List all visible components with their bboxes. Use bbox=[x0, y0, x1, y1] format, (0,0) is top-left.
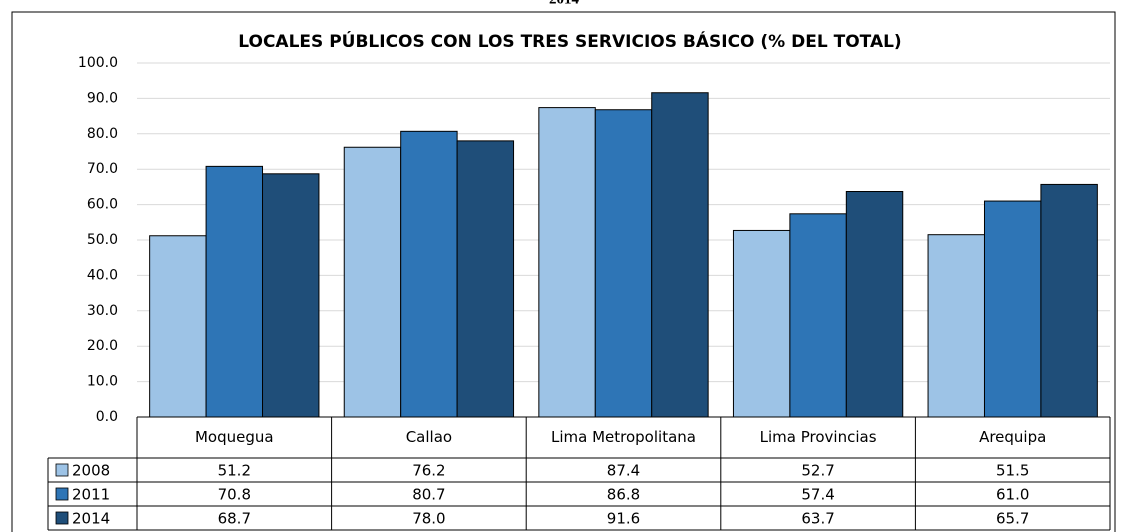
data-label: 61.0 bbox=[996, 486, 1029, 504]
y-tick-label: 10.0 bbox=[87, 374, 118, 390]
y-tick-label: 40.0 bbox=[87, 267, 118, 283]
legend-label: 2014 bbox=[72, 510, 110, 528]
y-tick-label: 30.0 bbox=[87, 303, 118, 319]
y-tick-label: 20.0 bbox=[87, 338, 118, 354]
data-label: 51.5 bbox=[996, 462, 1029, 480]
bar bbox=[538, 107, 596, 418]
y-tick-label: 0.0 bbox=[96, 409, 118, 425]
data-label: 65.7 bbox=[996, 510, 1029, 528]
legend-label: 2008 bbox=[72, 462, 110, 480]
x-tick-label: Lima Metropolitana bbox=[551, 428, 696, 446]
bar bbox=[456, 140, 515, 418]
data-label: 51.2 bbox=[218, 462, 251, 480]
bar bbox=[400, 130, 458, 418]
legend-swatch bbox=[55, 463, 69, 477]
data-label: 87.4 bbox=[607, 462, 640, 480]
chart-frame bbox=[11, 11, 1116, 532]
bar bbox=[927, 234, 985, 418]
category-cell: Arequipa bbox=[979, 428, 1047, 446]
y-tick-label: 60.0 bbox=[87, 197, 118, 213]
x-tick-label: Arequipa bbox=[979, 428, 1047, 446]
bar bbox=[149, 235, 207, 418]
category-cell: Moquegua bbox=[194, 428, 274, 446]
bar bbox=[789, 213, 847, 418]
bar bbox=[1040, 183, 1098, 418]
x-tick-label: Callao bbox=[405, 428, 453, 446]
page-heading: 2014 bbox=[549, 0, 580, 7]
y-tick-label: 90.0 bbox=[87, 90, 118, 106]
bar bbox=[262, 173, 320, 418]
data-label: 78.0 bbox=[412, 510, 445, 528]
legend-label: 2011 bbox=[72, 486, 110, 504]
x-tick-label: Lima Provincias bbox=[759, 428, 877, 446]
category-cell: Lima Metropolitana bbox=[551, 428, 696, 446]
data-label: 68.7 bbox=[218, 510, 251, 528]
bar bbox=[983, 200, 1042, 418]
bar bbox=[343, 146, 402, 418]
category-cell: Callao bbox=[405, 428, 453, 446]
bar bbox=[205, 165, 264, 418]
legend-swatch bbox=[55, 511, 69, 525]
data-label: 80.7 bbox=[412, 486, 445, 504]
data-label: 52.7 bbox=[801, 462, 834, 480]
bar bbox=[732, 229, 791, 418]
legend-swatch bbox=[55, 487, 69, 501]
y-tick-label: 70.0 bbox=[87, 161, 118, 177]
chart-title: LOCALES PÚBLICOS CON LOS TRES SERVICIOS … bbox=[238, 30, 901, 52]
data-label: 57.4 bbox=[801, 486, 834, 504]
bar bbox=[845, 191, 904, 418]
bar bbox=[594, 109, 653, 418]
data-label: 63.7 bbox=[801, 510, 834, 528]
y-tick-label: 100.0 bbox=[78, 55, 118, 71]
data-label: 76.2 bbox=[412, 462, 445, 480]
y-tick-label: 80.0 bbox=[87, 126, 118, 142]
x-tick-label: Moquegua bbox=[194, 428, 274, 446]
data-label: 70.8 bbox=[218, 486, 251, 504]
data-label: 91.6 bbox=[607, 510, 640, 528]
bar bbox=[651, 92, 709, 418]
data-label: 86.8 bbox=[607, 486, 640, 504]
y-tick-label: 50.0 bbox=[87, 232, 118, 248]
category-cell: Lima Provincias bbox=[759, 428, 877, 446]
